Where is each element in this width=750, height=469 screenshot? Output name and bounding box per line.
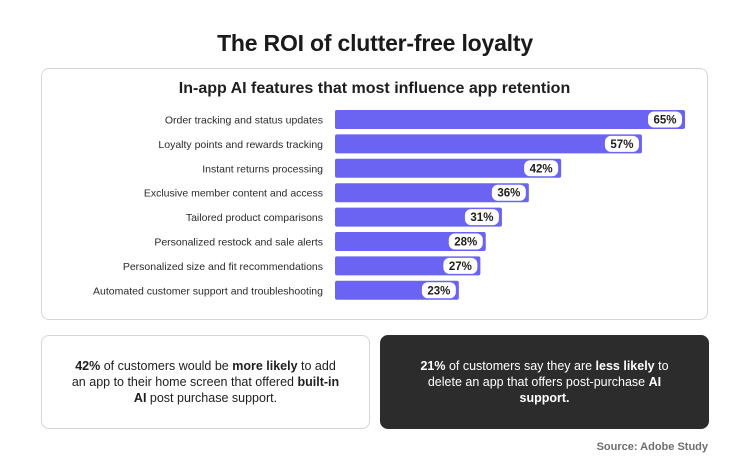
bar-label: Order tracking and status updates [165, 115, 323, 127]
value-pill [443, 257, 478, 274]
value-pill [604, 135, 639, 152]
value-label: 31% [470, 212, 493, 224]
stat-right-run-0: 21% [420, 359, 446, 373]
stat-card-home-screen: 42% of customers would be more likely to… [41, 335, 370, 429]
stat-right-run-4: AI support. [519, 375, 662, 405]
value-label: 36% [497, 188, 520, 200]
bar [335, 207, 502, 227]
stat-left-run-3: to add an app to their home screen that … [71, 359, 336, 389]
value-pill [524, 160, 559, 177]
value-pill [464, 209, 499, 226]
bar-label: Tailored product comparisons [186, 212, 323, 224]
source-note: Source: Adobe Study [596, 441, 708, 453]
chart-card: In-app AI features that most influence a… [41, 68, 708, 320]
value-label: 42% [530, 163, 553, 175]
bar [335, 158, 562, 178]
value-label: 57% [610, 139, 633, 151]
bar-label: Automated customer support and troublesh… [93, 285, 323, 297]
bar-label: Exclusive member content and access [144, 188, 323, 200]
bar-label: Instant returns processing [202, 163, 323, 175]
chart-title: In-app AI features that most influence a… [178, 80, 571, 97]
stat-left-run-5: post purchase support. [146, 391, 278, 405]
bar [335, 232, 486, 251]
stat-left-run-1: of customers would be [100, 359, 233, 373]
stat-right-run-1: of customers say they are [445, 359, 596, 373]
stat-card-delete-app: 21% of customers say they are less likel… [380, 335, 709, 429]
stat-left-run-2: more likely [232, 359, 298, 373]
value-pill [491, 184, 526, 201]
bar-label: Loyalty points and rewards tracking [158, 139, 323, 151]
bar-label: Personalized size and fit recommendation… [123, 261, 323, 273]
value-label: 65% [653, 115, 676, 127]
stat-left-run-0: 42% [75, 359, 101, 373]
stat-right-run-2: less likely [595, 359, 655, 373]
stat-text-delete-app: 21% of customers say they are less likel… [408, 358, 681, 406]
value-label: 23% [427, 285, 450, 297]
bar [335, 183, 529, 203]
page-title: The ROI of clutter-free loyalty [217, 30, 533, 56]
bar [335, 110, 685, 129]
value-pill [421, 282, 456, 299]
value-label: 28% [454, 237, 477, 249]
bar-label: Personalized restock and sale alerts [154, 237, 323, 249]
value-pill [448, 233, 483, 250]
stat-right-run-3: to delete an app that offers post-purcha… [427, 359, 669, 389]
bar [335, 256, 481, 276]
stat-left-run-4: built-in AI [133, 375, 340, 405]
bar [335, 134, 642, 154]
value-pill [648, 111, 682, 128]
stat-text-home-screen: 42% of customers would be more likely to… [70, 358, 341, 406]
value-label: 27% [449, 261, 472, 273]
bar-chart: Order tracking and status updates 65% Loya… [93, 110, 685, 300]
